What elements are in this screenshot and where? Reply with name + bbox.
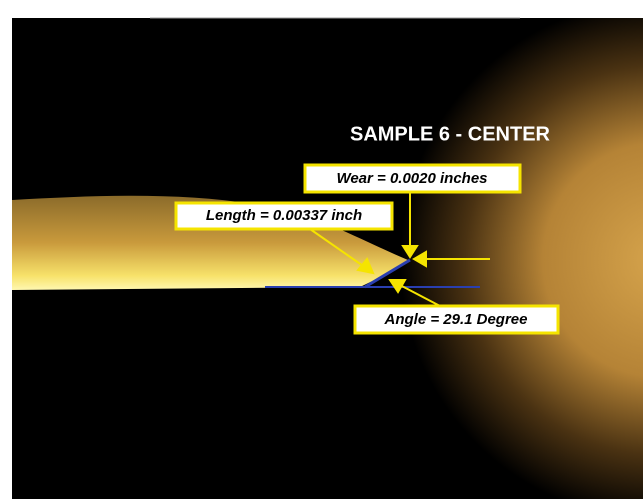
micrograph: SAMPLE 6 - CENTER Wear = 0.0020 inches L… bbox=[0, 0, 643, 499]
title: SAMPLE 6 - CENTER bbox=[350, 123, 551, 145]
length-label: Length = 0.00337 inch bbox=[206, 207, 362, 224]
wear-label: Wear = 0.0020 inches bbox=[336, 170, 487, 187]
angle-label: Angle = 29.1 Degree bbox=[384, 311, 528, 328]
page: {"image": {"title": "SAMPLE 6 - CENTER",… bbox=[0, 0, 643, 499]
